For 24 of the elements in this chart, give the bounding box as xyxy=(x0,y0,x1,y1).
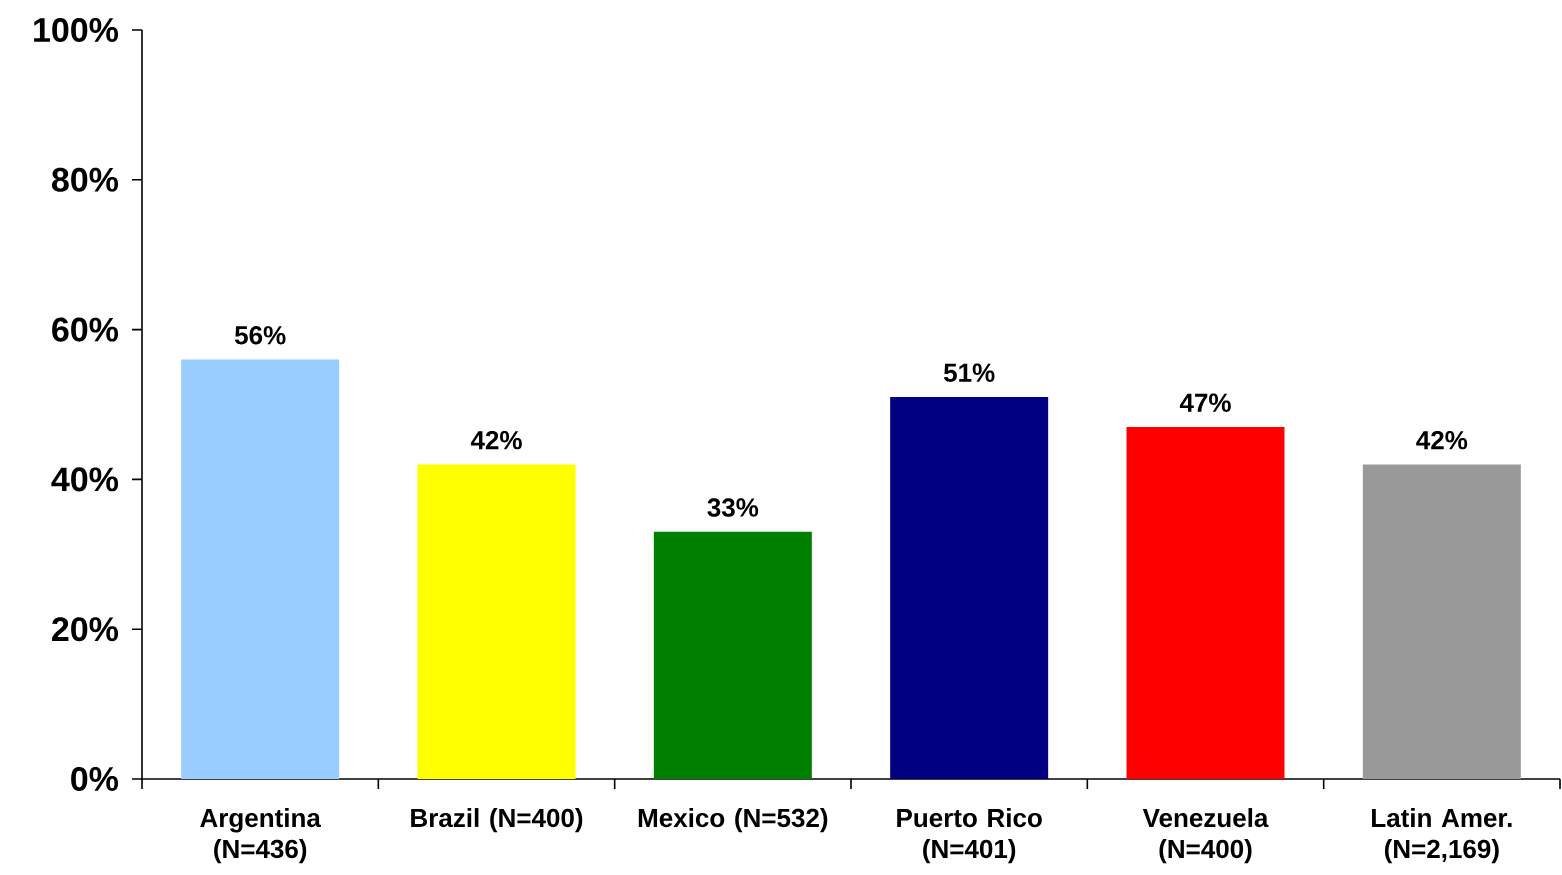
x-tick-label: Argentina (N=436) xyxy=(200,808,322,864)
y-tick-label: 20% xyxy=(52,617,119,642)
x-tick-label: Latin Amer. (N=2,169) xyxy=(1372,808,1512,864)
x-tick-label: Mexico (N=532) xyxy=(638,808,828,833)
bar xyxy=(181,359,340,779)
y-tick-label: 60% xyxy=(52,317,119,342)
y-tick-label: 40% xyxy=(51,467,119,492)
y-tick-label: 0% xyxy=(71,766,119,792)
x-tick-label: Puerto Rico (N=401) xyxy=(897,808,1042,864)
bar xyxy=(1362,464,1521,779)
data-label: 47% xyxy=(1179,393,1231,412)
data-label: 56% xyxy=(234,326,286,345)
y-tick-label: 100% xyxy=(34,17,119,43)
bar xyxy=(653,531,812,779)
y-tick-label: 80% xyxy=(51,167,119,192)
x-tick-label: Brazil (N=400) xyxy=(411,808,583,833)
data-label: 42% xyxy=(1416,430,1468,450)
data-label: 51% xyxy=(943,363,995,382)
bar xyxy=(1126,426,1285,779)
x-tick-label: Venezuela (N=400) xyxy=(1142,808,1269,864)
bar xyxy=(890,397,1049,779)
data-label: 33% xyxy=(707,498,759,517)
data-label: 42% xyxy=(470,430,522,450)
bar xyxy=(417,464,576,779)
